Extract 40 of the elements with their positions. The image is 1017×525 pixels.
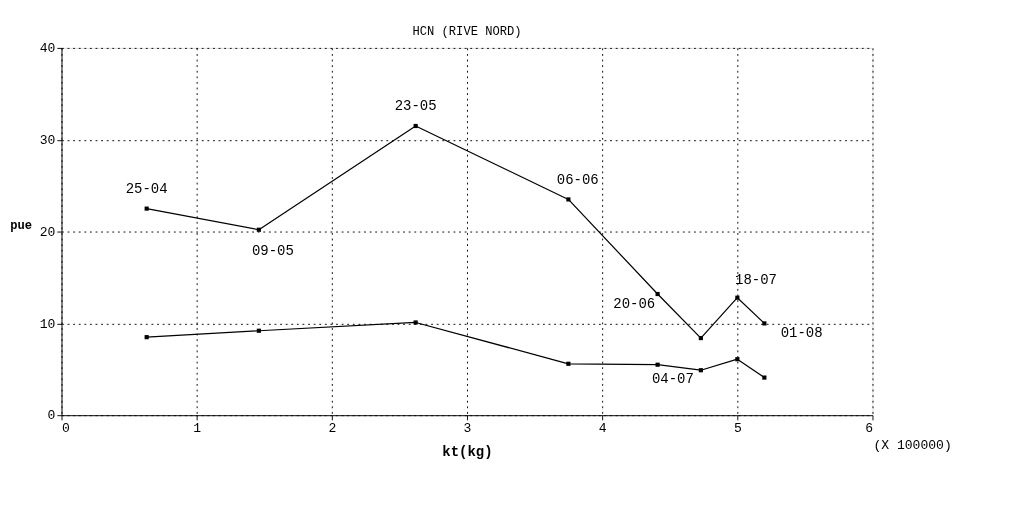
- annotation: 18-07: [735, 271, 777, 288]
- x-tick-label: 4: [598, 421, 607, 437]
- x-tick-label: 6: [865, 421, 873, 437]
- point: [413, 320, 418, 325]
- chart-title: HCN (RIVE NORD): [412, 24, 522, 39]
- y-tick-label: 0: [47, 408, 56, 424]
- annotation: 25-04: [125, 180, 168, 197]
- point: [144, 206, 149, 211]
- point: [144, 335, 149, 340]
- point: [413, 123, 418, 129]
- y-tick-label: 30: [39, 132, 56, 148]
- text: (X 100000): [873, 437, 952, 453]
- point: [256, 328, 261, 333]
- point: [655, 291, 660, 297]
- y-tick-label: 20: [39, 224, 56, 240]
- y-axis-title: pue: [10, 219, 33, 234]
- point: [566, 197, 571, 202]
- x-tick-label: 2: [328, 421, 337, 437]
- x-tick-label: 1: [193, 421, 202, 437]
- y-tick-label: 10: [39, 316, 56, 332]
- point: [256, 227, 261, 232]
- annotation: 20-06: [613, 296, 656, 312]
- point: [698, 368, 703, 373]
- annotation: 04-07: [651, 371, 694, 388]
- x-tick-label: 5: [733, 421, 742, 437]
- point: [566, 361, 571, 366]
- point: [762, 321, 767, 326]
- y-tick-label: 40: [39, 41, 56, 57]
- point: [735, 295, 740, 300]
- annotation: 09-05: [251, 242, 294, 259]
- annotation: 23-05: [394, 98, 437, 115]
- point: [735, 357, 740, 362]
- point: [698, 336, 703, 341]
- x-tick-label: 3: [463, 421, 472, 437]
- point: [655, 362, 660, 367]
- x-axis-title: kt(kg): [442, 443, 493, 460]
- x-tick-label: 0: [61, 421, 70, 437]
- annotation: 01-08: [780, 325, 823, 342]
- point: [762, 375, 767, 380]
- annotation: 06-06: [556, 171, 599, 188]
